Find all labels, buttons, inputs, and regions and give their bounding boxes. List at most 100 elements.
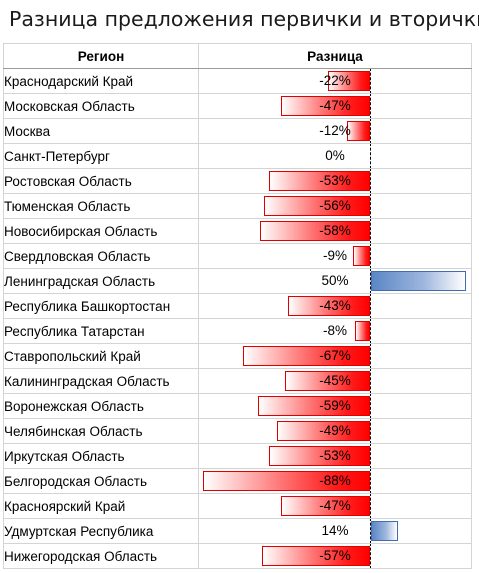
table-row: Новосибирская Область -58% [3,218,472,244]
negative-bar [328,71,370,91]
data-label: -43% [319,298,351,313]
region-name: Красноярский Край [3,493,199,519]
value-cell: -43% [198,293,472,319]
negative-bar [257,396,370,416]
table-row: Ростовская Область -53% [3,168,472,194]
zero-axis-line [370,244,371,268]
table-row: Красноярский Край -47% [3,493,472,519]
zero-axis-line [370,519,371,543]
negative-bar [347,121,370,141]
region-name: Республика Татарстан [3,318,199,344]
region-name: Республика Башкортостан [3,293,199,319]
data-label: -49% [319,423,351,438]
table-row: Удмуртская Республика 14% [3,518,472,544]
value-cell: -53% [198,443,472,469]
zero-axis-line [370,544,371,568]
value-cell: -56% [198,193,472,219]
zero-axis-line [370,294,371,318]
table-row: Московская Область -47% [3,93,472,119]
negative-bar [280,96,370,116]
value-cell: -53% [198,168,472,194]
value-cell: 50% [198,268,472,294]
zero-axis-line [370,469,371,493]
table-row: Ставропольский Край -67% [3,343,472,369]
value-cell: -59% [198,393,472,419]
negative-bar [263,196,370,216]
region-name: Новосибирская Область [3,218,199,244]
data-label: 0% [325,148,345,163]
table-row: Воронежская Область -59% [3,393,472,419]
zero-axis-line [370,444,371,468]
data-label: -88% [319,473,351,488]
value-cell: -47% [198,93,472,119]
table-row: Москва -12% [3,118,472,144]
data-label: -12% [319,123,351,138]
table-row: Калининградская Область -45% [3,368,472,394]
table-row: Белгородская Область -88% [3,468,472,494]
data-label: -47% [319,498,351,513]
table-row: Иркутская Область -53% [3,443,472,469]
value-cell: -8% [198,318,472,344]
zero-axis-line [370,219,371,243]
zero-axis-line [370,194,371,218]
value-cell: -67% [198,343,472,369]
negative-bar [284,371,370,391]
data-label: -47% [319,98,351,113]
table-row: Челябинская Область -49% [3,418,472,444]
negative-bar [259,221,370,241]
table-row: Республика Татарстан -8% [3,318,472,344]
value-cell: -58% [198,218,472,244]
data-label: -59% [319,398,351,413]
data-label: -45% [319,373,351,388]
region-name: Челябинская Область [3,418,199,444]
zero-axis-line [370,69,371,93]
table-row: Республика Башкортостан -43% [3,293,472,319]
value-cell: -49% [198,418,472,444]
column-header-region[interactable]: Регион [3,43,199,69]
data-label: 14% [321,523,349,538]
region-name: Краснодарский Край [3,68,199,94]
negative-bar [280,496,370,516]
region-name: Тюменская Область [3,193,199,219]
region-name: Нижегородская Область [3,543,199,569]
region-name: Свердловская Область [3,243,199,269]
table-row: Нижегородская Область -57% [3,543,472,569]
header-row: Регион Разница [3,43,472,69]
data-label: -57% [319,548,351,563]
region-name: Московская Область [3,93,199,119]
negative-bar [288,296,370,316]
region-name: Удмуртская Республика [3,518,199,544]
value-cell: 0% [198,143,472,169]
zero-axis-line [370,344,371,368]
column-header-difference[interactable]: Разница [198,43,472,69]
value-cell: 14% [198,518,472,544]
page-title: Разница предложения первички и вторички [9,7,479,31]
zero-axis-line [370,369,371,393]
negative-bar [352,246,370,266]
region-name: Ставропольский Край [3,343,199,369]
negative-bar [354,321,370,341]
zero-axis-line [370,269,371,293]
table-row: Ленинградская Область 50% [3,268,472,294]
data-label: -53% [319,173,351,188]
positive-bar [371,271,466,291]
zero-axis-line [370,94,371,118]
data-label: 50% [321,273,349,288]
positive-bar [371,521,398,541]
negative-bar [242,346,370,366]
zero-axis-line [370,169,371,193]
region-name: Белгородская Область [3,468,199,494]
negative-bar [276,421,370,441]
table-row: Санкт-Петербург 0% [3,143,472,169]
table-row: Тюменская Область -56% [3,193,472,219]
negative-bar [269,446,370,466]
region-name: Воронежская Область [3,393,199,419]
table-row: Краснодарский Край -22% [3,68,472,94]
data-label: -53% [319,448,351,463]
zero-axis-line [370,394,371,418]
value-cell: -88% [198,468,472,494]
data-table: Регион Разница Краснодарский Край -22% Мос… [3,43,472,569]
value-cell: -12% [198,118,472,144]
data-label: -67% [319,348,351,363]
value-cell: -47% [198,493,472,519]
